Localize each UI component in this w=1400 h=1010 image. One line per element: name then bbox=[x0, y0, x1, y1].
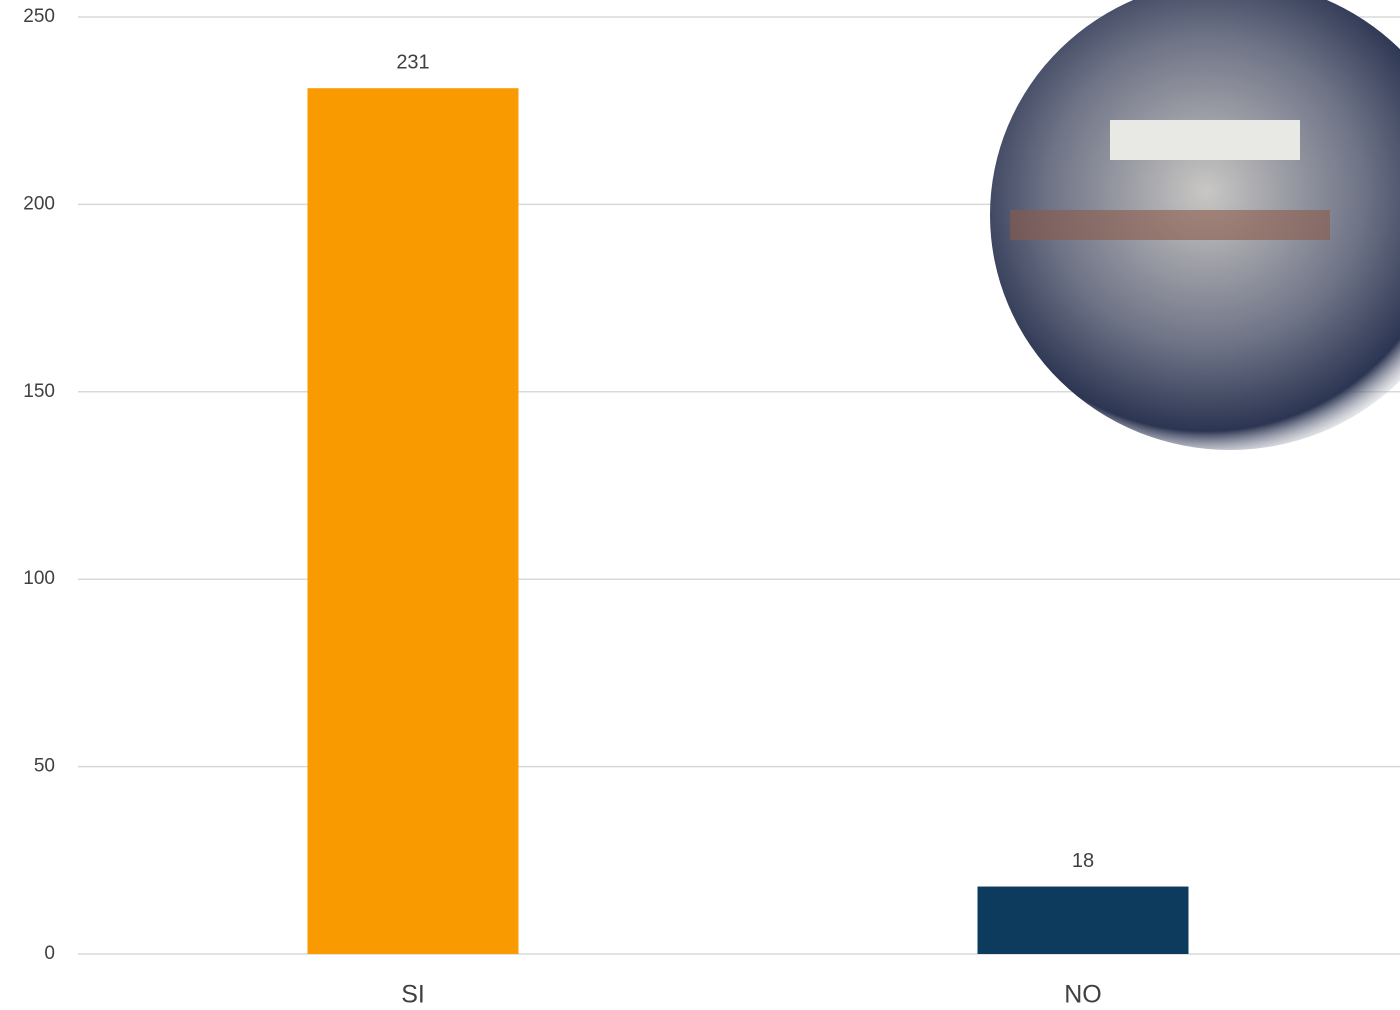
y-tick-label: 0 bbox=[44, 943, 55, 964]
photo bbox=[990, 0, 1400, 450]
photo-stage bbox=[1010, 210, 1330, 240]
y-tick-label: 250 bbox=[23, 6, 55, 27]
photo-banner bbox=[1110, 120, 1300, 160]
x-tick-label: NO bbox=[1064, 981, 1102, 1009]
y-tick-label: 100 bbox=[23, 568, 55, 589]
y-tick-label: 200 bbox=[23, 193, 55, 214]
data-label: 18 bbox=[1072, 850, 1094, 872]
marks: 231 18 bbox=[307, 51, 1189, 955]
data-label: 231 bbox=[396, 51, 429, 73]
bar bbox=[307, 88, 519, 955]
y-tick-label: 150 bbox=[23, 381, 55, 402]
x-tick-label: SI bbox=[401, 981, 425, 1009]
y-tick-label: 50 bbox=[34, 756, 55, 777]
bar bbox=[977, 886, 1189, 954]
